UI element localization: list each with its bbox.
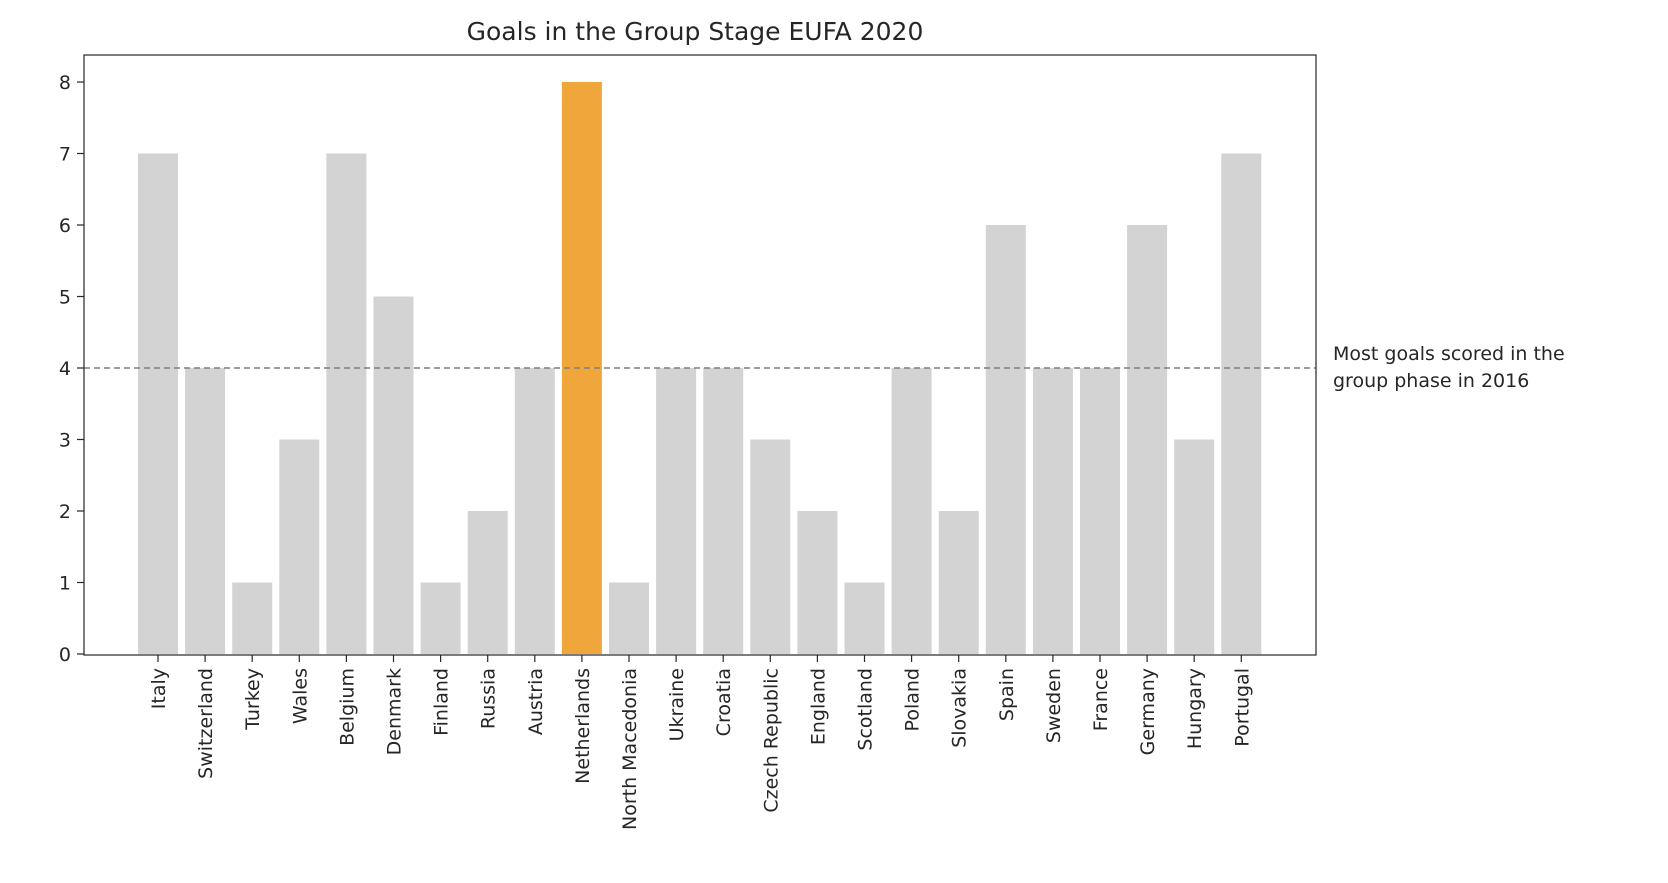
bar-czech-republic: Czech Republic: 3 xyxy=(750,439,791,654)
x-tick-label: Netherlands xyxy=(572,668,594,784)
x-tick-label: Portugal xyxy=(1231,668,1253,747)
bar-hungary: Hungary: 3 xyxy=(1174,439,1215,654)
reference-line-group: Most goals scored in the group phase in 2… xyxy=(84,343,1565,392)
x-tick-label: North Macedonia xyxy=(619,668,641,830)
x-tick-label: Italy xyxy=(148,668,170,709)
bar-denmark: Denmark: 5 xyxy=(373,296,414,654)
y-tick-label: 5 xyxy=(59,287,71,309)
y-tick-label: 8 xyxy=(59,72,71,94)
x-tick-label: Czech Republic xyxy=(760,668,782,813)
reference-line-annotation: group phase in 2016 xyxy=(1333,370,1529,392)
x-tick-label: Hungary xyxy=(1184,668,1206,749)
bar-england: England: 2 xyxy=(797,511,838,654)
x-tick-label: Austria xyxy=(525,668,547,735)
y-tick-label: 0 xyxy=(59,644,71,666)
x-tick-label: Russia xyxy=(478,668,500,729)
bar-poland: Poland: 4 xyxy=(891,368,932,654)
bar-croatia: Croatia: 4 xyxy=(703,368,744,654)
x-tick-label: Finland xyxy=(431,668,453,736)
plot-frame xyxy=(83,54,1317,656)
x-tick-label: Spain xyxy=(996,668,1018,721)
x-tick-label: Turkey xyxy=(242,668,264,731)
x-tick-label: Scotland xyxy=(855,668,877,751)
x-tick-label: Belgium xyxy=(336,668,358,746)
bar-france: France: 4 xyxy=(1080,368,1120,654)
x-axis: Italy Switzerland Turkey Wales Belgium Denmar… xyxy=(148,655,1253,830)
y-tick-label: 2 xyxy=(59,501,71,523)
bar-turkey: Turkey: 1 xyxy=(232,582,273,654)
bar-spain: Spain: 6 xyxy=(985,225,1026,654)
x-tick-label: Sweden xyxy=(1043,668,1065,743)
x-tick-label: Croatia xyxy=(713,668,735,736)
bar-portugal: Portugal: 7 xyxy=(1221,153,1262,654)
bar-finland: Finland: 1 xyxy=(420,582,461,654)
bar-sweden: Sweden: 4 xyxy=(1032,368,1073,654)
bar-switzerland: Switzerland: 4 xyxy=(185,368,226,654)
x-tick-label: Slovakia xyxy=(949,668,971,748)
x-tick-label: Poland xyxy=(902,668,924,731)
bar-italy: Italy: 7 xyxy=(138,153,178,654)
y-axis: 0 1 2 3 4 5 6 7 8 xyxy=(59,72,84,666)
x-tick-label: Denmark xyxy=(384,668,406,755)
x-tick-label: England xyxy=(807,668,829,745)
bar-russia: Russia: 2 xyxy=(467,511,508,654)
bar-belgium: Belgium: 7 xyxy=(326,153,367,654)
bar-germany: Germany: 6 xyxy=(1127,225,1168,654)
x-tick-label: France xyxy=(1090,668,1112,731)
bar-wales: Wales: 3 xyxy=(279,439,320,654)
y-tick-label: 6 xyxy=(59,215,71,237)
x-tick-label: Germany xyxy=(1137,668,1159,755)
bar-austria: Austria: 4 xyxy=(514,368,555,654)
x-tick-label: Switzerland xyxy=(195,668,217,779)
chart-title: Goals in the Group Stage EUFA 2020 xyxy=(467,17,924,46)
bar-slovakia: Slovakia: 2 xyxy=(938,511,979,654)
x-tick-label: Ukraine xyxy=(666,668,688,741)
y-tick-label: 3 xyxy=(59,430,71,452)
x-tick-label: Wales xyxy=(289,668,311,724)
bar-ukraine: Ukraine: 4 xyxy=(656,368,697,654)
y-tick-label: 1 xyxy=(59,573,71,595)
bar-scotland: Scotland: 1 xyxy=(844,582,885,654)
y-tick-label: 4 xyxy=(59,358,71,380)
y-tick-label: 7 xyxy=(59,144,71,166)
bars: Italy: 7Switzerland: 4Turkey: 1Wales: 3B… xyxy=(138,82,1262,654)
bar-north-macedonia: North Macedonia: 1 xyxy=(609,582,649,654)
reference-line-annotation: Most goals scored in the xyxy=(1333,343,1565,365)
